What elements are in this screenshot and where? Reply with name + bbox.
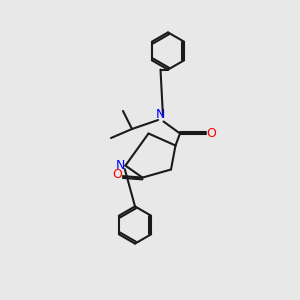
Text: O: O bbox=[112, 168, 122, 181]
Text: N: N bbox=[156, 108, 165, 122]
Text: N: N bbox=[115, 159, 125, 172]
Text: O: O bbox=[206, 127, 216, 140]
